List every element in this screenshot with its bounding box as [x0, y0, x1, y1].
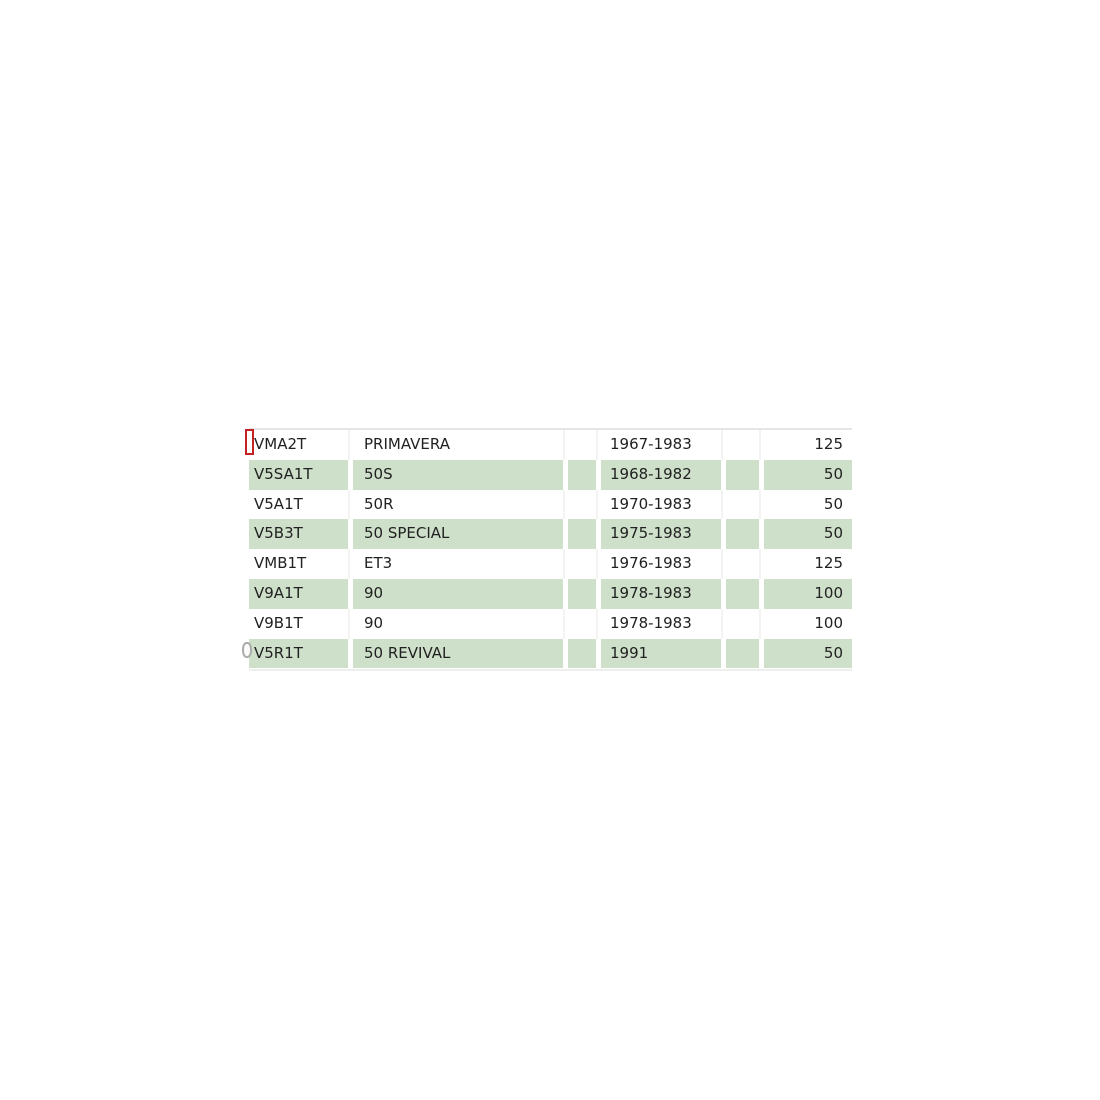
table-top-border — [249, 428, 852, 430]
table-row: V5R1T 50 REVIVAL 1991 50 — [249, 638, 852, 669]
cell-displacement[interactable]: 100 — [764, 578, 852, 609]
cell-model-code[interactable]: VMA2T — [249, 430, 348, 460]
cell-spacer-1[interactable] — [568, 638, 596, 669]
cell-spacer-1[interactable] — [568, 549, 596, 579]
table-row: VMB1T ET3 1976-1983 125 — [249, 549, 852, 579]
cell-spacer-2[interactable] — [726, 549, 759, 579]
cell-years[interactable]: 1991 — [601, 638, 721, 669]
cell-model-code[interactable]: V9B1T — [249, 608, 348, 639]
cell-years[interactable]: 1978-1983 — [601, 578, 721, 609]
cell-model-code[interactable]: V5A1T — [249, 489, 348, 520]
cursor-artifact-icon — [242, 642, 252, 658]
cell-model-code[interactable]: V5R1T — [249, 638, 348, 669]
cell-years[interactable]: 1976-1983 — [601, 549, 721, 579]
cell-displacement[interactable]: 50 — [764, 459, 852, 490]
cell-model-code[interactable]: V5SA1T — [249, 459, 348, 490]
table-row: VMA2T PRIMAVERA 1967-1983 125 — [249, 430, 852, 460]
cell-model-name[interactable]: 50 REVIVAL — [353, 638, 563, 669]
cell-spacer-1[interactable] — [568, 578, 596, 609]
cell-model-code[interactable]: VMB1T — [249, 549, 348, 579]
cell-spacer-2[interactable] — [726, 519, 759, 550]
cell-displacement[interactable]: 50 — [764, 489, 852, 520]
cell-model-code[interactable]: V5B3T — [249, 519, 348, 550]
cell-model-name[interactable]: 90 — [353, 608, 563, 639]
cell-spacer-2[interactable] — [726, 608, 759, 639]
cell-spacer-1[interactable] — [568, 489, 596, 520]
cell-model-name[interactable]: 50 SPECIAL — [353, 519, 563, 550]
cell-spacer-2[interactable] — [726, 430, 759, 460]
cell-model-name[interactable]: PRIMAVERA — [353, 430, 563, 460]
cell-displacement[interactable]: 50 — [764, 519, 852, 550]
cell-spacer-1[interactable] — [568, 519, 596, 550]
cell-spacer-1[interactable] — [568, 459, 596, 490]
cell-spacer-1[interactable] — [568, 430, 596, 460]
vespa-model-table: VMA2T PRIMAVERA 1967-1983 125 V5SA1T 50S 1968-… — [249, 430, 852, 669]
cell-displacement[interactable]: 100 — [764, 608, 852, 639]
revision-marker-icon — [245, 429, 254, 455]
cell-years[interactable]: 1968-1982 — [601, 459, 721, 490]
cell-model-name[interactable]: ET3 — [353, 549, 563, 579]
cell-displacement[interactable]: 125 — [764, 430, 852, 460]
table-row: V5A1T 50R 1970-1983 50 — [249, 489, 852, 520]
cell-spacer-2[interactable] — [726, 459, 759, 490]
cell-spacer-2[interactable] — [726, 638, 759, 669]
cell-years[interactable]: 1967-1983 — [601, 430, 721, 460]
cell-model-name[interactable]: 90 — [353, 578, 563, 609]
cell-model-code[interactable]: V9A1T — [249, 578, 348, 609]
cell-spacer-1[interactable] — [568, 608, 596, 639]
cell-spacer-2[interactable] — [726, 578, 759, 609]
cell-years[interactable]: 1975-1983 — [601, 519, 721, 550]
cell-years[interactable]: 1978-1983 — [601, 608, 721, 639]
cell-model-name[interactable]: 50S — [353, 459, 563, 490]
table-row: V5B3T 50 SPECIAL 1975-1983 50 — [249, 519, 852, 550]
table-row: V5SA1T 50S 1968-1982 50 — [249, 459, 852, 490]
table-row: V9A1T 90 1978-1983 100 — [249, 578, 852, 609]
cell-years[interactable]: 1970-1983 — [601, 489, 721, 520]
cell-displacement[interactable]: 50 — [764, 638, 852, 669]
cell-displacement[interactable]: 125 — [764, 549, 852, 579]
table-bottom-border — [249, 669, 852, 671]
cell-model-name[interactable]: 50R — [353, 489, 563, 520]
table-row: V9B1T 90 1978-1983 100 — [249, 608, 852, 639]
cell-spacer-2[interactable] — [726, 489, 759, 520]
